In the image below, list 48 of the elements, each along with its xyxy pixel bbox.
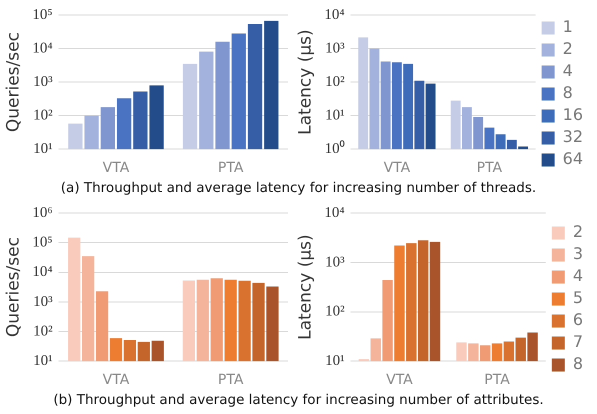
y-tick-label: 10⁴ (324, 6, 345, 23)
legend-label: 64 (562, 149, 583, 168)
x-tick-label: PTA (218, 372, 244, 388)
legend-label: 16 (562, 105, 583, 124)
y-tick-label: 10³ (33, 74, 54, 90)
y-tick-label: 10² (325, 74, 346, 90)
y-tick-label: 10¹ (33, 141, 53, 158)
y-axis-title: Latency (µs) (296, 234, 316, 340)
y-tick-label: 10⁴ (32, 40, 53, 56)
y-tick-label: 10¹ (325, 353, 345, 370)
y-tick-label: 10⁶ (32, 204, 53, 221)
x-tick-label: VTA (102, 160, 130, 176)
legend-label: 4 (572, 266, 584, 286)
text: (a) Throughput and average latency for increasing number of threads. (60, 180, 538, 196)
y-tick-label: 10⁵ (32, 6, 53, 23)
y-tick-label: 10⁵ (32, 234, 53, 251)
y-axis-title: Latency (µs) (296, 29, 316, 135)
legend-label: 8 (562, 83, 573, 102)
legend-label: 4 (562, 61, 573, 80)
x-tick-label: PTA (218, 160, 244, 176)
y-tick-label: 10² (33, 323, 54, 340)
y-tick-label: 10³ (325, 254, 346, 270)
legend-label: 3 (572, 244, 584, 264)
legend-label: 2 (562, 39, 573, 58)
legend-label: 6 (572, 310, 584, 330)
legend-label: 32 (562, 127, 583, 146)
y-tick-label: 10⁴ (324, 204, 345, 221)
y-tick-label: 10³ (325, 40, 346, 56)
x-tick-label: PTA (476, 160, 503, 176)
x-tick-label: VTA (386, 372, 414, 388)
y-tick-label: 10³ (33, 294, 54, 310)
y-tick-label: 10¹ (325, 108, 345, 124)
legend-label: 5 (572, 288, 584, 308)
y-tick-label: 10² (325, 304, 346, 320)
y-axis-title: Queries/sec (4, 32, 24, 132)
y-tick-label: 10⁰ (324, 140, 345, 158)
legend-label: 7 (572, 332, 584, 352)
legend-label: 2 (572, 222, 584, 242)
legend-label: 8 (572, 354, 584, 374)
x-tick-label: PTA (484, 372, 510, 388)
x-tick-label: VTA (102, 372, 130, 388)
y-axis-title: Queries/sec (4, 237, 24, 338)
x-tick-label: VTA (384, 160, 411, 176)
y-tick-label: 10² (33, 108, 54, 124)
y-tick-label: 10¹ (33, 353, 53, 370)
legend-label: 1 (562, 17, 573, 36)
y-tick-label: 10⁴ (32, 264, 53, 280)
text: (b) Throughput and average latency for increasing number of attributes. (52, 392, 545, 408)
